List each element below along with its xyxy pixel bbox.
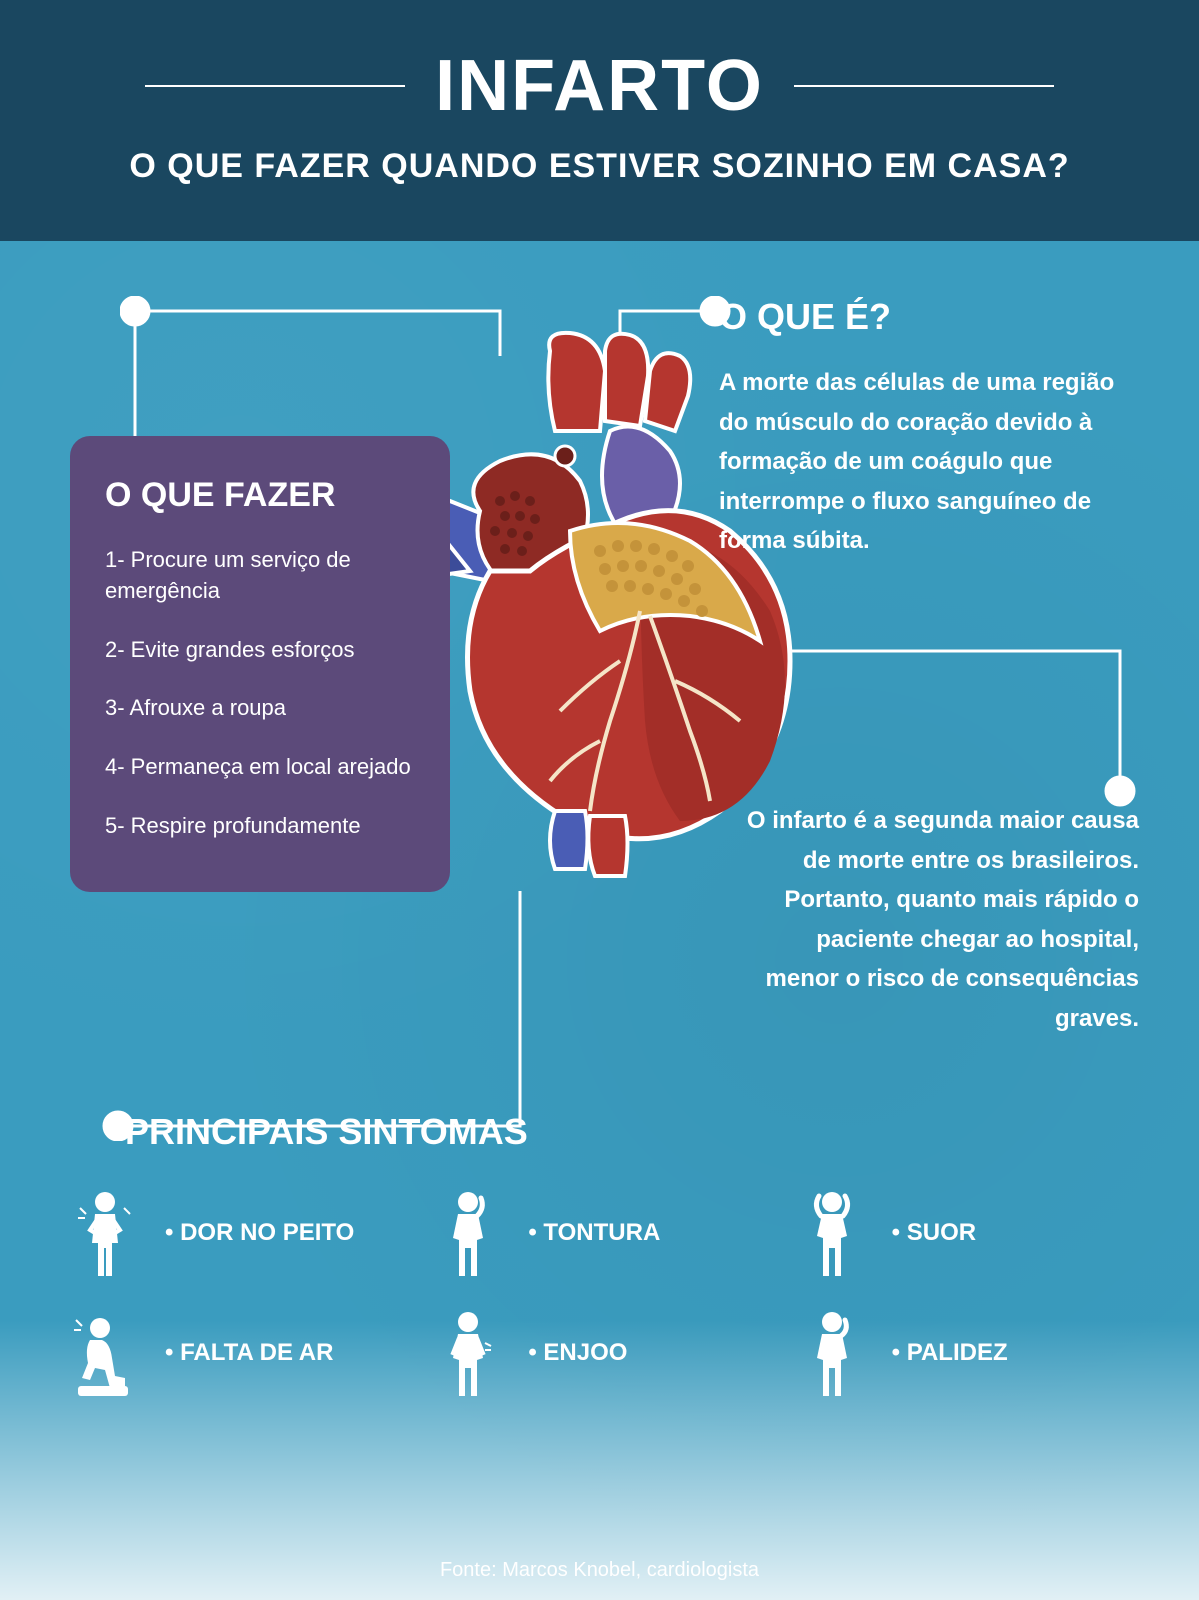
footer-gradient: [0, 1320, 1199, 1600]
what-is-section: O QUE É? A morte das células de uma regi…: [719, 296, 1139, 561]
sweat-icon: [797, 1188, 867, 1278]
symptom-label: • TONTURA: [528, 1219, 660, 1247]
subtitle: O QUE FAZER QUANDO ESTIVER SOZINHO EM CA…: [60, 147, 1139, 186]
symptom-label: • SUOR: [892, 1219, 976, 1247]
symptoms-title: PRINCIPAIS SINTOMAS: [125, 1111, 1140, 1153]
chest-pain-icon: [70, 1188, 140, 1278]
symptom-chest-pain: • DOR NO PEITO: [70, 1188, 413, 1278]
main-title: INFARTO: [435, 45, 764, 127]
symptom-sweat: • SUOR: [797, 1188, 1140, 1278]
what-to-do-title: O QUE FAZER: [105, 476, 415, 515]
symptom-label: • DOR NO PEITO: [165, 1219, 354, 1247]
divider-right: [794, 85, 1054, 87]
content-area: O QUE É? A morte das células de uma regi…: [0, 241, 1199, 1331]
what-is-text: A morte das células de uma região do mús…: [719, 363, 1139, 561]
connector-symptoms: [100, 881, 540, 1141]
header-banner: INFARTO O QUE FAZER QUANDO ESTIVER SOZIN…: [0, 0, 1199, 241]
step-2: 2- Evite grandes esforços: [105, 635, 415, 666]
symptom-dizziness: • TONTURA: [433, 1188, 776, 1278]
step-1: 1- Procure um serviço de emergência: [105, 545, 415, 607]
fact-text: O infarto é a segunda maior causa de mor…: [739, 801, 1139, 1039]
step-3: 3- Afrouxe a roupa: [105, 693, 415, 724]
dizziness-icon: [433, 1188, 503, 1278]
step-4: 4- Permaneça em local arejado: [105, 752, 415, 783]
what-is-title: O QUE É?: [719, 296, 1139, 338]
connector-fact: [780, 641, 1140, 821]
what-to-do-box: O QUE FAZER 1- Procure um serviço de eme…: [70, 436, 450, 892]
step-5: 5- Respire profundamente: [105, 811, 415, 842]
divider-left: [145, 85, 405, 87]
